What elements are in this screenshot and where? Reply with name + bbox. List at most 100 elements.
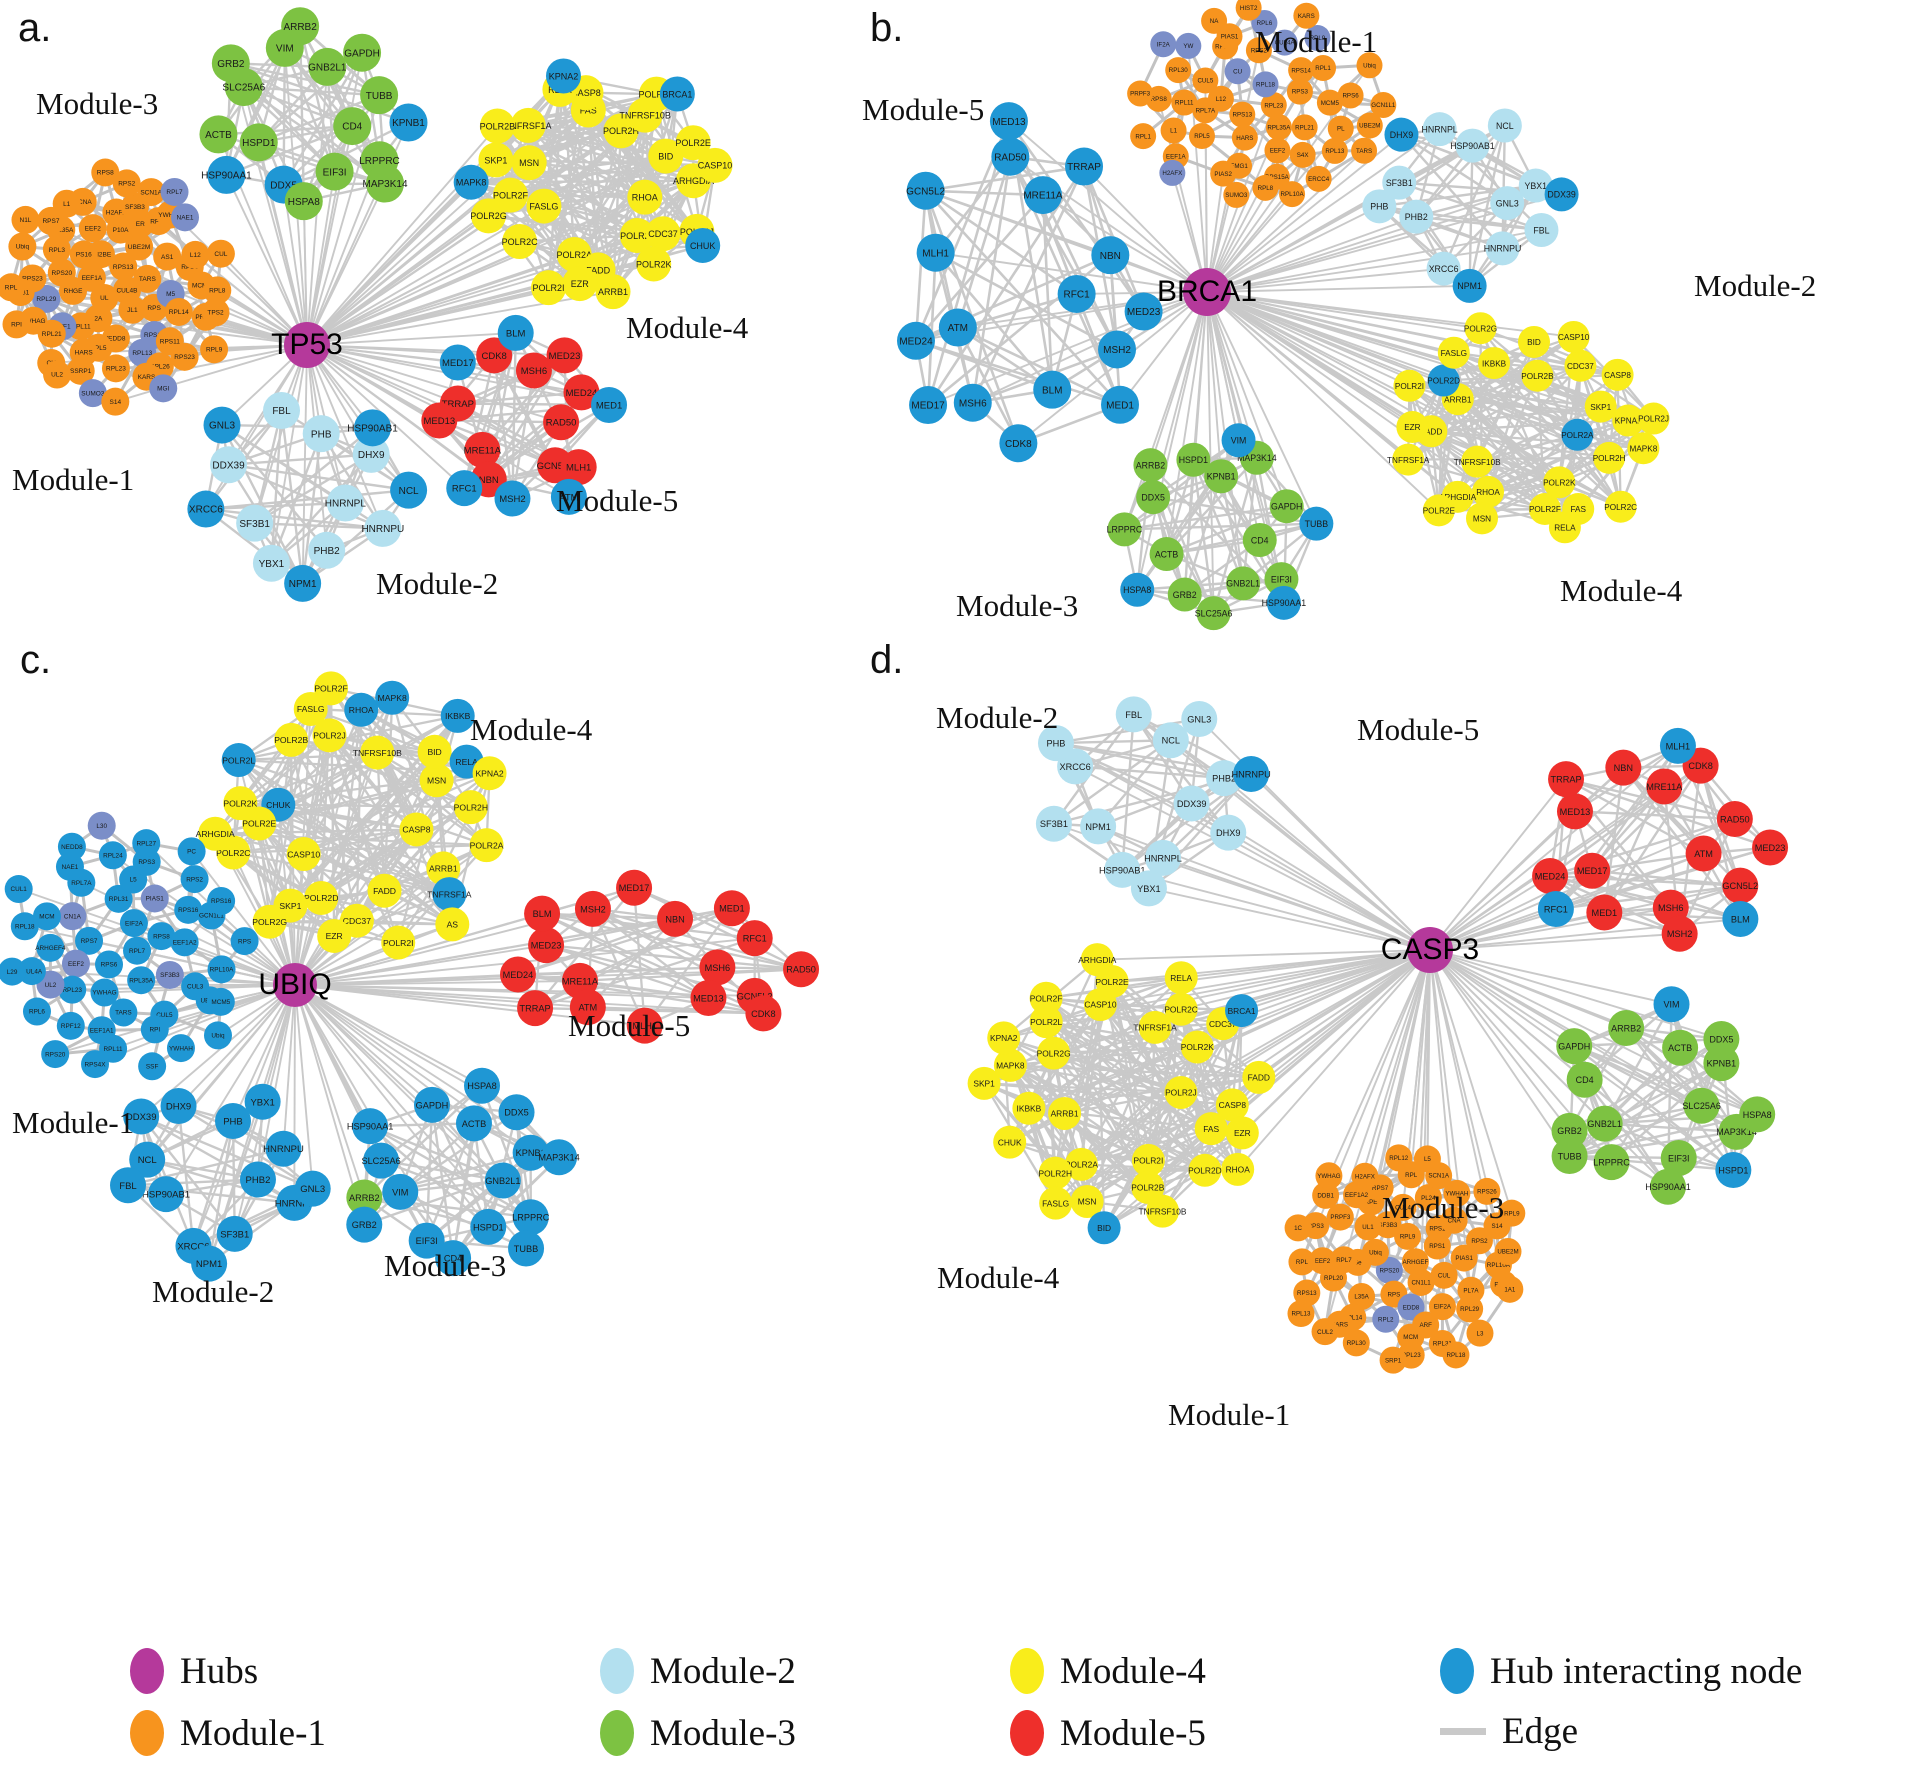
network-node[interactable]: CU bbox=[1224, 58, 1251, 85]
network-node[interactable]: H2AFX bbox=[1351, 1162, 1379, 1190]
network-node[interactable]: SF3B1 bbox=[236, 504, 274, 542]
network-node[interactable]: RPL30 bbox=[1342, 1329, 1370, 1357]
network-node[interactable]: CUL2 bbox=[1311, 1318, 1339, 1346]
network-node[interactable]: CN1A bbox=[58, 902, 87, 931]
network-node[interactable]: FASLG bbox=[1437, 336, 1470, 369]
network-node[interactable]: BID bbox=[417, 734, 452, 769]
network-node[interactable]: HSPA8 bbox=[284, 182, 323, 221]
network-node[interactable]: NCL bbox=[390, 471, 428, 509]
network-node[interactable]: GAPDH bbox=[343, 33, 382, 72]
network-node[interactable]: MED17 bbox=[1574, 852, 1611, 889]
network-node[interactable]: RFC1 bbox=[1057, 274, 1096, 313]
network-node[interactable]: EEF2 bbox=[78, 214, 107, 243]
network-node[interactable]: L30 bbox=[87, 811, 116, 840]
network-node[interactable]: MED13 bbox=[1556, 793, 1593, 830]
network-node[interactable]: NAE1 bbox=[171, 203, 200, 232]
network-node[interactable]: RPL21 bbox=[1291, 114, 1318, 141]
hub-node[interactable]: UBIQ bbox=[258, 963, 332, 1007]
network-node[interactable]: RPL29 bbox=[1456, 1295, 1484, 1323]
network-node[interactable]: GAPDH bbox=[1556, 1028, 1593, 1065]
network-node[interactable]: PRPF3 bbox=[1127, 80, 1154, 107]
network-node[interactable]: DDX39 bbox=[210, 446, 248, 484]
network-node[interactable]: RPL2 bbox=[1372, 1305, 1400, 1333]
network-node[interactable]: GAPDH bbox=[413, 1086, 450, 1123]
network-node[interactable]: DDX39 bbox=[1544, 177, 1579, 212]
network-node[interactable]: RPS20 bbox=[47, 258, 76, 287]
network-node[interactable]: ARRB2 bbox=[1608, 1009, 1645, 1046]
network-node[interactable]: MSH2 bbox=[1661, 915, 1698, 952]
network-node[interactable]: EIF3I bbox=[315, 152, 354, 191]
network-node[interactable]: RPL7 bbox=[160, 177, 189, 206]
network-node[interactable]: RPL7 bbox=[123, 936, 152, 965]
network-node[interactable]: BLM bbox=[524, 895, 561, 932]
network-node[interactable]: EZR bbox=[562, 266, 598, 302]
network-node[interactable]: RHOA bbox=[344, 692, 379, 727]
network-node[interactable]: MSH2 bbox=[1098, 330, 1137, 369]
network-node[interactable]: YWHAG bbox=[1315, 1162, 1343, 1190]
network-node[interactable]: RELA bbox=[1548, 511, 1581, 544]
network-node[interactable]: ARRB2 bbox=[1133, 448, 1168, 483]
network-node[interactable]: RPS6 bbox=[95, 950, 124, 979]
network-node[interactable]: XRCC6 bbox=[187, 490, 225, 528]
network-node[interactable]: UBE2M bbox=[1494, 1237, 1522, 1265]
network-node[interactable]: IKBKB bbox=[1478, 347, 1511, 380]
network-node[interactable]: IKBKB bbox=[1012, 1091, 1046, 1125]
network-node[interactable]: CUL5 bbox=[1192, 67, 1219, 94]
network-node[interactable]: BLM bbox=[497, 314, 534, 351]
network-node[interactable]: RHOA bbox=[1472, 475, 1505, 508]
network-node[interactable]: ARRB1 bbox=[595, 274, 631, 310]
hub-node[interactable]: CASP3 bbox=[1381, 927, 1479, 973]
network-node[interactable]: POLR2H bbox=[1038, 1156, 1072, 1190]
network-node[interactable]: POLR2B bbox=[274, 722, 308, 757]
network-node[interactable]: EZR bbox=[1396, 410, 1429, 443]
network-node[interactable]: EIF2A bbox=[119, 909, 148, 938]
network-node[interactable]: MAPK8 bbox=[1627, 432, 1660, 465]
network-node[interactable]: L1 bbox=[1160, 117, 1187, 144]
network-node[interactable]: CHUK bbox=[993, 1125, 1027, 1159]
network-node[interactable]: CHUK bbox=[685, 228, 721, 264]
network-node[interactable]: EZR bbox=[1225, 1116, 1259, 1150]
network-node[interactable]: RPL10A bbox=[1279, 181, 1306, 208]
network-node[interactable]: MED17 bbox=[616, 869, 653, 906]
network-node[interactable]: RPL35A bbox=[127, 966, 156, 995]
network-node[interactable]: POLR2K bbox=[223, 786, 258, 821]
network-node[interactable]: HSPD1 bbox=[1715, 1152, 1752, 1189]
network-node[interactable]: RPL18 bbox=[1442, 1341, 1470, 1369]
network-node[interactable]: GCN1L1 bbox=[1370, 91, 1397, 118]
network-node[interactable]: POLR2K bbox=[636, 246, 672, 282]
network-node[interactable]: MED24 bbox=[1532, 857, 1569, 894]
network-node[interactable]: CDC37 bbox=[1564, 349, 1597, 382]
network-node[interactable]: GNL3 bbox=[294, 1170, 331, 1207]
network-node[interactable]: ACTB bbox=[1149, 537, 1184, 572]
network-node[interactable]: SF3B3 bbox=[155, 960, 184, 989]
network-node[interactable]: POLR2J bbox=[1637, 402, 1670, 435]
network-node[interactable]: RPS23 bbox=[170, 342, 199, 371]
network-node[interactable]: SSF bbox=[138, 1052, 167, 1081]
network-node[interactable]: ACTB bbox=[455, 1105, 492, 1142]
network-node[interactable]: TPS2 bbox=[201, 298, 230, 327]
network-node[interactable]: RFC1 bbox=[1537, 891, 1574, 928]
network-node[interactable]: RPL18 bbox=[10, 912, 39, 941]
network-node[interactable]: POLR2L bbox=[221, 743, 256, 778]
network-node[interactable]: CUL1 bbox=[4, 875, 33, 904]
network-node[interactable]: GNB2L1 bbox=[1226, 566, 1261, 601]
network-node[interactable]: MED24 bbox=[896, 321, 935, 360]
network-node[interactable]: MSH6 bbox=[699, 949, 736, 986]
network-node[interactable]: FADD bbox=[367, 873, 402, 908]
network-node[interactable]: POLR2D bbox=[1188, 1153, 1222, 1187]
network-node[interactable]: PHB2 bbox=[308, 531, 346, 569]
network-node[interactable]: PS16 bbox=[69, 240, 98, 269]
network-node[interactable]: HSPA8 bbox=[1739, 1096, 1776, 1133]
network-node[interactable]: MAPK8 bbox=[453, 164, 489, 200]
network-node[interactable]: MED24 bbox=[499, 956, 536, 993]
network-node[interactable]: NBN bbox=[1605, 749, 1642, 786]
network-node[interactable]: 1C bbox=[1284, 1214, 1312, 1242]
network-node[interactable]: HSPA8 bbox=[1120, 572, 1155, 607]
network-node[interactable]: FBL bbox=[1115, 696, 1152, 733]
network-node[interactable]: FBL bbox=[263, 392, 301, 430]
network-node[interactable]: PC bbox=[177, 837, 206, 866]
network-node[interactable]: MED17 bbox=[909, 386, 948, 425]
network-node[interactable]: KPNA2 bbox=[545, 58, 581, 94]
network-node[interactable]: CASP10 bbox=[286, 837, 321, 872]
network-node[interactable]: RPL18 bbox=[1252, 71, 1279, 98]
